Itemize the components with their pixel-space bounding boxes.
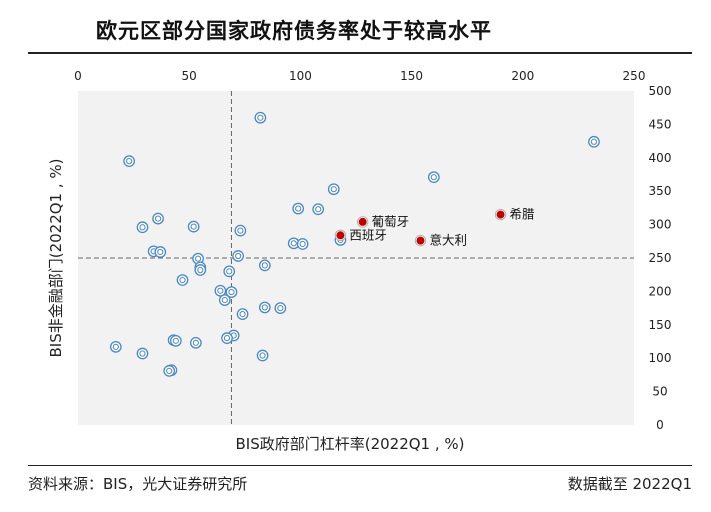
point-label: 西班牙 [349, 227, 387, 242]
x-axis-label: BIS政府部门杠杆率(2022Q1 , %) [235, 435, 464, 453]
x-tick-label: 50 [182, 69, 197, 83]
point-label: 葡萄牙 [372, 214, 410, 229]
scatter-point [218, 294, 231, 306]
scatter-point [190, 336, 202, 349]
highlight-point [494, 208, 507, 221]
y-tick-label: 450 [649, 117, 672, 131]
title-rule [28, 52, 692, 54]
y-tick-label: 500 [649, 84, 672, 98]
scatter-point [236, 308, 249, 320]
scatter-point [170, 334, 182, 347]
scatter-point [287, 237, 300, 250]
scatter-chart: 0 50 100 150 200 250 0 50 100 150 200 250 300 350 400… [47, 69, 672, 453]
scatter-point [187, 220, 200, 233]
scatter-point [588, 135, 600, 148]
scatter-point [214, 284, 227, 297]
point-label: 意大利 [429, 233, 467, 248]
scatter-point [223, 265, 236, 278]
scatter-point [194, 264, 207, 276]
scatter-point [327, 183, 340, 196]
scatter-point [221, 332, 233, 345]
scatter-point [254, 111, 267, 124]
y-tick-label: 100 [649, 351, 672, 365]
scatter-point [274, 302, 287, 314]
scatter-point [154, 246, 167, 258]
highlight-point [334, 229, 347, 241]
scatter-point [176, 274, 189, 286]
source-note: 资料来源：BIS，光大证券研究所 [28, 475, 248, 493]
scatter-point [258, 259, 271, 272]
x-tick-label: 100 [289, 69, 312, 83]
scatter-point [292, 202, 305, 215]
y-tick-label: 150 [649, 318, 672, 332]
x-tick-label: 0 [74, 69, 82, 83]
date-note: 数据截至 2022Q1 [567, 475, 692, 493]
scatter-point [312, 203, 325, 216]
y-tick-label: 350 [649, 184, 672, 198]
y-tick-label: 200 [649, 284, 672, 298]
y-axis-label: BIS非金融部门(2022Q1 , %) [47, 158, 65, 357]
scatter-point [163, 365, 176, 377]
scatter-point [109, 340, 122, 353]
scatter-point [136, 221, 149, 234]
highlight-point [414, 234, 427, 247]
scatter-point [123, 155, 136, 167]
x-tick-label: 150 [400, 69, 423, 83]
scatter-point [234, 224, 247, 237]
scatter-point [427, 171, 440, 184]
y-tick-label: 300 [649, 218, 672, 232]
x-tick-label: 200 [511, 69, 534, 83]
scatter-point [136, 347, 149, 360]
scatter-point [258, 301, 271, 314]
scatter-point [232, 250, 244, 262]
footer-rule [28, 465, 692, 466]
scatter-point [152, 212, 164, 225]
y-tick-label: 400 [649, 151, 672, 165]
x-tick-label: 250 [623, 69, 646, 83]
scatter-point [225, 286, 238, 298]
scatter-point [192, 252, 204, 265]
scatter-point [256, 349, 269, 362]
point-label: 希腊 [510, 207, 536, 222]
page-title: 欧元区部分国家政府债务率处于较高水平 [96, 19, 492, 43]
y-tick-label: 0 [656, 418, 664, 432]
highlight-point [356, 216, 369, 228]
scatter-point [296, 238, 309, 250]
y-tick-label: 50 [652, 385, 667, 399]
y-tick-label: 250 [649, 251, 672, 265]
